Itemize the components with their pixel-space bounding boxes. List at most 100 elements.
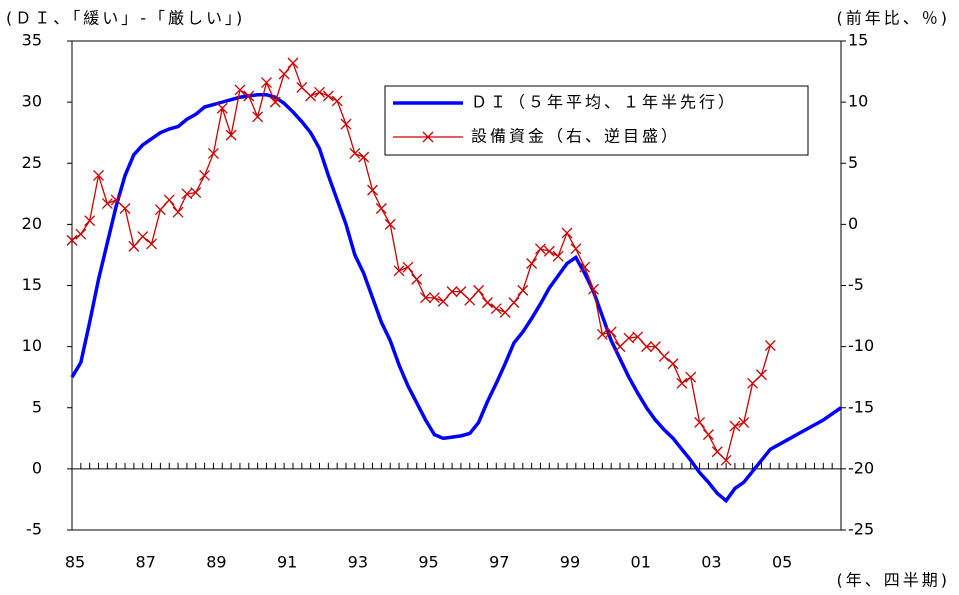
x-tick-label: 93: [348, 553, 368, 572]
y2-tick-label: 0: [848, 214, 858, 233]
series-marker: [367, 184, 378, 196]
legend-label: 設備資金（右、逆目盛）: [471, 127, 680, 146]
legend-label: ＤＩ（５年平均、１年半先行）: [471, 93, 737, 112]
series-marker: [428, 292, 440, 304]
series-marker: [216, 102, 228, 114]
y-tick-label: -5: [26, 520, 42, 539]
series-marker: [207, 148, 219, 159]
series-line: [70, 93, 842, 504]
series-marker: [720, 454, 732, 466]
y2-tick-label: -25: [848, 520, 874, 539]
x-tick-label: 89: [206, 553, 226, 572]
series-marker: [676, 377, 688, 389]
y2-tick-label: 15: [848, 31, 868, 50]
series-marker: [252, 111, 264, 123]
legend-marker: [422, 131, 434, 143]
series-marker: [711, 446, 723, 458]
series-marker: [225, 129, 237, 141]
series-marker: [570, 243, 582, 255]
series-marker: [667, 358, 679, 370]
y-tick-label: 20: [22, 214, 42, 233]
series-marker: [658, 350, 670, 362]
series-marker: [481, 297, 493, 309]
series-line: [71, 61, 771, 462]
y2-tick-label: 5: [848, 153, 858, 172]
series-marker: [154, 204, 166, 216]
series-marker: [747, 377, 759, 389]
series-marker: [331, 95, 343, 107]
series-marker: [596, 328, 608, 340]
series-marker: [93, 170, 104, 181]
series-marker: [526, 258, 538, 269]
series-marker: [305, 90, 317, 102]
series-marker: [738, 416, 750, 428]
series-marker: [605, 326, 617, 338]
series-marker: [588, 283, 599, 295]
y2-tick-label: -10: [848, 336, 874, 355]
series-marker: [110, 194, 122, 206]
y-tick-label: 35: [22, 31, 42, 50]
x-tick-label: 03: [701, 553, 721, 572]
x-axis-label: (年、四半期): [837, 571, 951, 590]
series-marker: [561, 227, 573, 239]
y2-tick-label: -5: [848, 275, 864, 294]
series-marker: [649, 341, 661, 353]
series-marker: [190, 187, 202, 199]
series-marker: [261, 77, 272, 89]
series-marker: [685, 371, 697, 383]
series-marker: [349, 148, 361, 159]
x-tick-label: 91: [277, 553, 297, 572]
x-tick-label: 95: [418, 553, 438, 572]
y-tick-label: 30: [22, 92, 42, 111]
series-marker: [358, 151, 370, 163]
series-marker: [128, 240, 140, 252]
series-marker: [411, 273, 423, 285]
series-marker: [340, 118, 352, 130]
series-marker: [455, 286, 467, 298]
series-marker: [764, 339, 776, 351]
y2-tick-label: -15: [848, 397, 874, 416]
series-marker: [269, 96, 281, 108]
series-marker: [234, 84, 246, 96]
series-marker: [101, 198, 113, 210]
series-marker: [172, 206, 184, 218]
y2-tick-label: 10: [848, 92, 868, 111]
series-marker: [375, 203, 387, 214]
series-marker: [287, 57, 299, 69]
y2-tick-label: -20: [848, 458, 874, 477]
series-marker: [755, 369, 767, 381]
x-tick-label: 85: [65, 553, 85, 572]
series-marker: [641, 341, 652, 353]
series-marker: [199, 170, 211, 181]
series-marker: [163, 194, 175, 206]
series-marker: [508, 297, 520, 309]
series-marker: [66, 234, 78, 246]
series-marker: [146, 238, 158, 250]
y2-axis-label: (前年比、％): [837, 9, 951, 28]
series-marker: [314, 86, 325, 98]
series-marker: [535, 243, 546, 255]
series-marker: [702, 429, 714, 441]
series-marker: [420, 292, 432, 304]
series-marker: [446, 286, 458, 298]
series-marker: [517, 284, 529, 296]
series-marker: [181, 188, 193, 200]
y-tick-label: 10: [22, 336, 42, 355]
series-marker: [84, 215, 96, 227]
series-marker: [384, 218, 396, 230]
series-marker: [579, 261, 591, 273]
series-marker: [464, 294, 476, 306]
series-marker: [623, 332, 635, 344]
series-marker: [278, 68, 290, 80]
series-marker: [632, 331, 644, 343]
y-tick-label: 25: [22, 153, 42, 172]
series-marker: [296, 81, 308, 93]
series-marker: [402, 261, 414, 273]
series-marker: [694, 416, 706, 428]
series-marker: [322, 90, 334, 102]
x-tick-label: 87: [136, 553, 156, 572]
series-marker: [473, 284, 485, 296]
series-marker: [243, 90, 255, 102]
